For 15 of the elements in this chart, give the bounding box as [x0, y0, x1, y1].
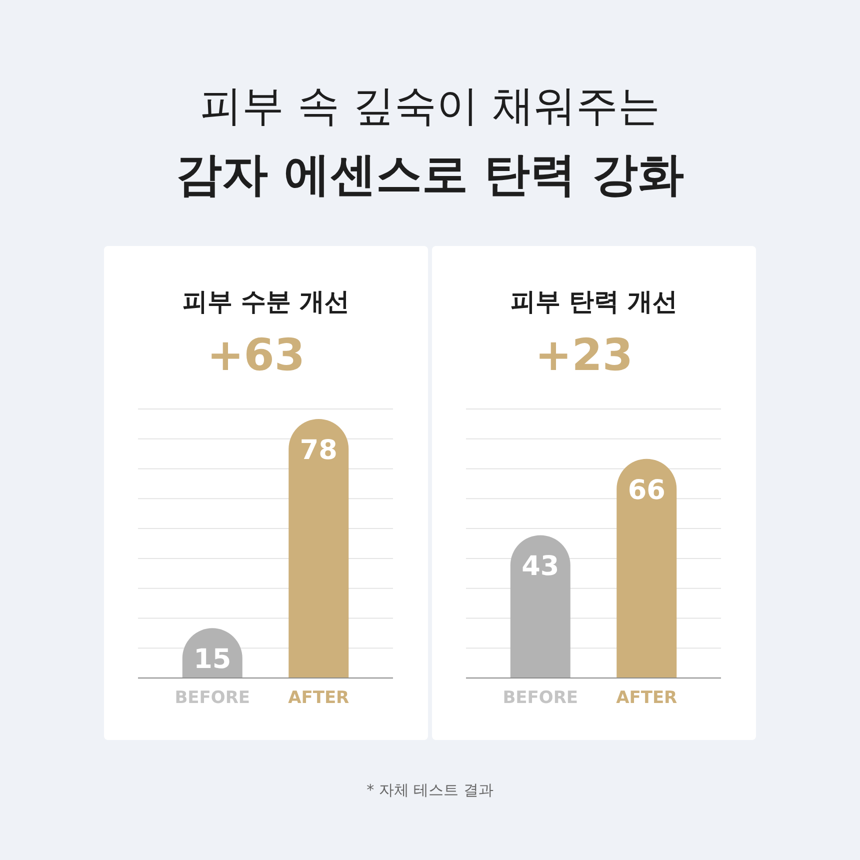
- text: 피부 속 깊숙이 채워주는: [200, 81, 660, 130]
- chart-title: 피부 탄력 개선: [510, 287, 678, 316]
- data-label: 78: [300, 434, 338, 466]
- data-label: 15: [194, 644, 232, 676]
- chart-subtitle: +63: [206, 330, 306, 381]
- x-tick-label: AFTER: [288, 688, 350, 708]
- text: 감자 에센스로 탄력 강화: [176, 147, 684, 201]
- text: * 자체 테스트 결과: [366, 781, 494, 799]
- chart-subtitle: +23: [534, 330, 634, 381]
- chart-title: 피부 수분 개선: [182, 287, 350, 316]
- data-label: 66: [628, 474, 666, 506]
- data-label: 43: [522, 551, 560, 582]
- x-tick-label: BEFORE: [174, 688, 250, 708]
- x-tick-label: AFTER: [616, 688, 678, 708]
- x-tick-label: BEFORE: [502, 688, 578, 708]
